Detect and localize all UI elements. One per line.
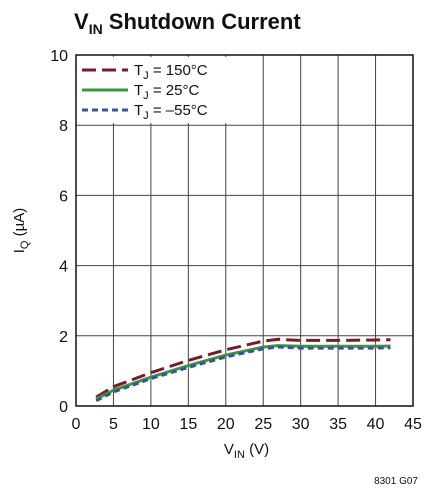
series-line <box>95 345 391 403</box>
y-tick-label: 10 <box>50 48 68 65</box>
y-tick-labels: 0 2 4 6 8 10 <box>50 48 68 416</box>
x-tick-label: 0 <box>72 416 81 433</box>
legend-entry: TJ = 150°C <box>134 62 208 82</box>
x-tick-labels: 0 5 10 15 20 25 30 35 40 45 <box>72 416 422 433</box>
legend: TJ = 150°CTJ = 25°CTJ = –55°C <box>78 57 228 123</box>
x-tick-label: 15 <box>179 416 197 433</box>
y-tick-label: 2 <box>59 329 68 346</box>
x-tick-label: 35 <box>329 416 347 433</box>
x-tick-label: 40 <box>367 416 385 433</box>
legend-entry: TJ = 25°C <box>134 82 199 102</box>
y-tick-label: 8 <box>59 118 68 135</box>
series-line <box>95 344 391 401</box>
data-series <box>95 337 391 403</box>
legend-entry: TJ = –55°C <box>134 102 208 122</box>
plot-frame <box>75 54 414 407</box>
x-tick-label: 25 <box>254 416 272 433</box>
x-tick-label: 45 <box>404 416 422 433</box>
y-tick-label: 6 <box>59 188 68 205</box>
chart-title: VIN Shutdown Current <box>74 9 301 37</box>
y-tick-label: 0 <box>59 399 68 416</box>
y-tick-label: 4 <box>59 259 68 276</box>
x-tick-label: 10 <box>142 416 160 433</box>
figure-code: 8301 G07 <box>374 476 418 487</box>
x-tick-label: 20 <box>217 416 235 433</box>
x-tick-label: 5 <box>109 416 118 433</box>
x-axis-label: VIN (V) <box>224 441 269 461</box>
y-axis-label: IQ (µA) <box>11 208 31 254</box>
series-line <box>95 337 391 399</box>
x-tick-label: 30 <box>292 416 310 433</box>
